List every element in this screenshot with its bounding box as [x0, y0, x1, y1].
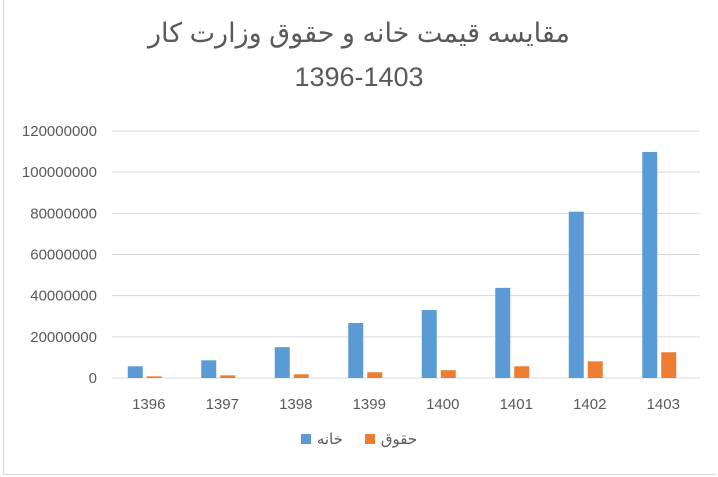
bar-salary-1398 — [293, 374, 309, 378]
bar-salary-1403 — [661, 352, 677, 378]
bar-salary-1401 — [514, 366, 530, 378]
legend-item-house: خانه — [300, 430, 343, 448]
x-tick-label: 1402 — [573, 396, 606, 413]
legend: خانه حقوق — [0, 430, 718, 448]
chart-subtitle: 1396-1403 — [294, 62, 424, 92]
x-tick-label: 1401 — [500, 396, 533, 413]
y-tick-label: 100000000 — [22, 164, 97, 181]
bar-house-1396 — [127, 366, 143, 378]
legend-swatch-house — [300, 434, 311, 444]
bar-salary-1397 — [220, 375, 236, 378]
bar-house-1399 — [348, 323, 364, 378]
bar-house-1403 — [642, 151, 658, 378]
y-tick-label: 20000000 — [30, 329, 97, 346]
x-tick-label: 1396 — [132, 396, 165, 413]
x-tick-label: 1398 — [279, 396, 312, 413]
bar-house-1400 — [421, 310, 437, 378]
bar-salary-1402 — [587, 361, 603, 378]
bar-salary-1396 — [146, 376, 162, 378]
x-tick-label: 1397 — [206, 396, 239, 413]
x-tick-label: 1399 — [353, 396, 386, 413]
x-tick-label: 1403 — [647, 396, 680, 413]
bar-house-1401 — [495, 287, 511, 378]
y-tick-label: 60000000 — [30, 247, 97, 264]
legend-label-salary: حقوق — [380, 431, 418, 448]
bar-salary-1399 — [367, 372, 383, 378]
y-tick-label: 40000000 — [30, 288, 97, 305]
y-tick-label: 0 — [89, 370, 97, 387]
bar-salary-1400 — [440, 370, 456, 378]
bar-house-1398 — [274, 347, 290, 378]
x-tick-label: 1400 — [426, 396, 459, 413]
y-tick-label: 80000000 — [30, 205, 97, 222]
chart-frame — [3, 0, 716, 475]
chart-title: مقایسه قیمت خانه و حقوق وزارت کار — [148, 18, 570, 48]
legend-label-house: خانه — [316, 431, 343, 448]
y-tick-label: 120000000 — [22, 123, 97, 140]
bar-house-1402 — [568, 211, 584, 378]
bar-house-1397 — [201, 360, 217, 378]
legend-swatch-salary — [364, 434, 375, 444]
legend-item-salary: حقوق — [364, 430, 418, 448]
